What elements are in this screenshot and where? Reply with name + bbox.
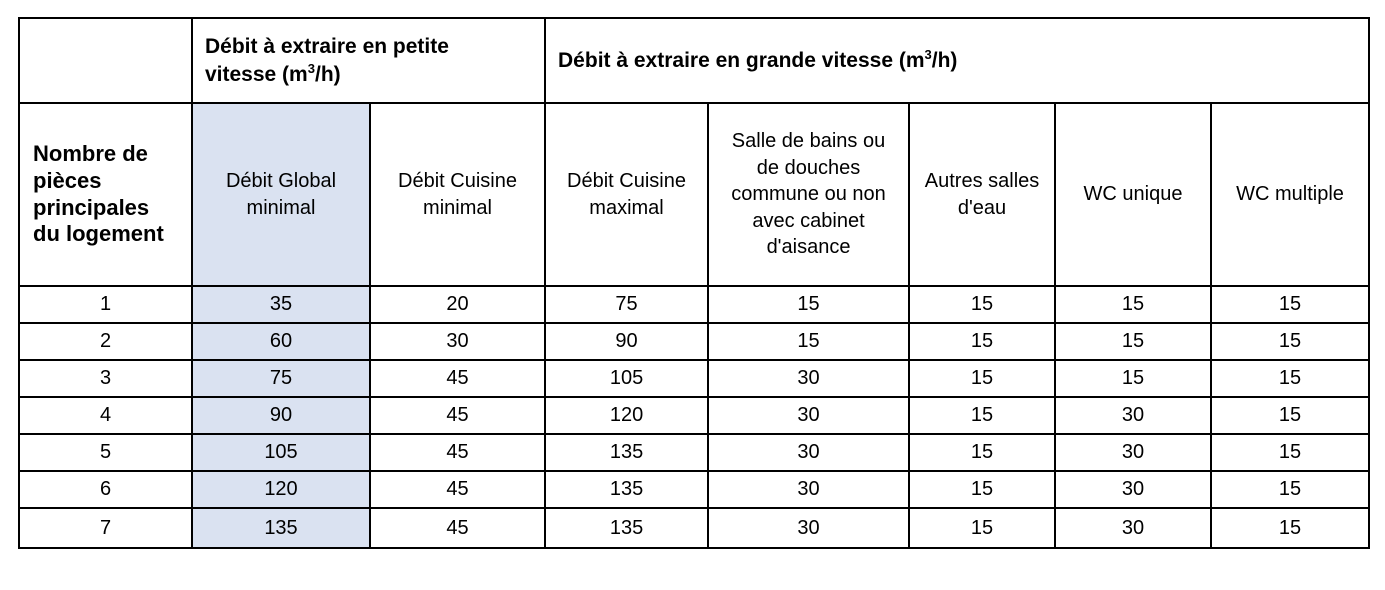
table-row: 7 135 45 135 30 15 30 15 [18, 507, 1371, 549]
value-cell: 120 [544, 396, 710, 435]
value-cell: 15 [1054, 322, 1213, 361]
value-cell: 30 [1054, 396, 1213, 435]
row-header-nombre-pieces: Nombre de pièces principales du logement [18, 102, 193, 287]
value-cell: 45 [368, 507, 547, 549]
col-header-autres-salles-eau: Autres salles d'eau [908, 102, 1057, 287]
col-header-salle-de-bains: Salle de bains ou de douches commune ou … [707, 102, 911, 287]
column-header-row: Nombre de pièces principales du logement… [18, 102, 1371, 287]
group-header-grande-vitesse: Débit à extraire en grande vitesse (m3/h… [544, 17, 1371, 104]
value-cell: 15 [908, 359, 1057, 398]
petite-header-line1: Débit à extraire en petite [205, 35, 449, 59]
pieces-count-cell: 4 [18, 396, 193, 435]
value-cell: 30 [707, 433, 911, 472]
table-row: 1 35 20 75 15 15 15 15 [18, 285, 1371, 324]
value-cell: 30 [707, 470, 911, 509]
pieces-count-cell: 6 [18, 470, 193, 509]
value-cell: 15 [908, 396, 1057, 435]
value-cell: 15 [908, 507, 1057, 549]
petite-header-line2: vitesse (m [205, 62, 308, 86]
value-cell: 15 [1210, 285, 1371, 324]
value-cell: 30 [1054, 507, 1213, 549]
pieces-count-cell: 7 [18, 507, 193, 549]
table-body: 1 35 20 75 15 15 15 15 2 60 30 90 15 15 15 15 3 75 45 105 30… [18, 285, 1371, 549]
value-cell: 35 [191, 285, 371, 324]
table-row: 4 90 45 120 30 15 30 15 [18, 396, 1371, 435]
value-cell: 90 [191, 396, 371, 435]
pieces-count-cell: 1 [18, 285, 193, 324]
value-cell: 135 [544, 433, 710, 472]
value-cell: 15 [1210, 396, 1371, 435]
pieces-count-cell: 2 [18, 322, 193, 361]
value-cell: 30 [707, 396, 911, 435]
value-cell: 30 [707, 507, 911, 549]
table-row: 6 120 45 135 30 15 30 15 [18, 470, 1371, 509]
value-cell: 15 [1054, 359, 1213, 398]
ventilation-rates-table: Débit à extraire en petite vitesse (m3/h… [18, 17, 1371, 549]
pieces-count-cell: 3 [18, 359, 193, 398]
value-cell: 90 [544, 322, 710, 361]
value-cell: 15 [1210, 433, 1371, 472]
value-cell: 135 [544, 507, 710, 549]
petite-header-unit-suffix: /h) [314, 62, 341, 86]
value-cell: 15 [1210, 322, 1371, 361]
corner-spacer [18, 17, 193, 104]
superscript-3: 3 [307, 60, 315, 76]
value-cell: 15 [707, 285, 911, 324]
value-cell: 105 [544, 359, 710, 398]
group-header-petite-vitesse: Débit à extraire en petite vitesse (m3/h… [190, 17, 547, 104]
value-cell: 15 [1210, 470, 1371, 509]
col-header-debit-cuisine-minimal: Débit Cuisine minimal [368, 102, 547, 287]
value-cell: 15 [908, 285, 1057, 324]
grande-header-unit-suffix: /h) [931, 48, 958, 72]
value-cell: 105 [191, 433, 371, 472]
table-row: 2 60 30 90 15 15 15 15 [18, 322, 1371, 361]
value-cell: 30 [368, 322, 547, 361]
value-cell: 135 [191, 507, 371, 549]
value-cell: 75 [191, 359, 371, 398]
value-cell: 45 [368, 359, 547, 398]
col-header-debit-global-minimal: Débit Global minimal [191, 102, 371, 287]
value-cell: 20 [368, 285, 547, 324]
value-cell: 30 [1054, 470, 1213, 509]
table-row: 5 105 45 135 30 15 30 15 [18, 433, 1371, 472]
value-cell: 135 [544, 470, 710, 509]
col-header-wc-unique: WC unique [1054, 102, 1213, 287]
col-header-wc-multiple: WC multiple [1210, 102, 1371, 287]
value-cell: 15 [908, 470, 1057, 509]
value-cell: 15 [908, 433, 1057, 472]
superscript-3: 3 [924, 46, 932, 62]
value-cell: 45 [368, 433, 547, 472]
value-cell: 75 [544, 285, 710, 324]
pieces-count-cell: 5 [18, 433, 193, 472]
table-row: 3 75 45 105 30 15 15 15 [18, 359, 1371, 398]
grande-header-line1: Débit à extraire en grande vitesse (m [558, 48, 925, 72]
group-header-row: Débit à extraire en petite vitesse (m3/h… [18, 17, 1371, 104]
value-cell: 45 [368, 470, 547, 509]
value-cell: 30 [1054, 433, 1213, 472]
value-cell: 15 [1210, 359, 1371, 398]
value-cell: 60 [191, 322, 371, 361]
value-cell: 15 [1054, 285, 1213, 324]
value-cell: 15 [908, 322, 1057, 361]
value-cell: 120 [191, 470, 371, 509]
value-cell: 30 [707, 359, 911, 398]
value-cell: 15 [707, 322, 911, 361]
value-cell: 45 [368, 396, 547, 435]
value-cell: 15 [1210, 507, 1371, 549]
col-header-debit-cuisine-maximal: Débit Cuisine maximal [544, 102, 710, 287]
